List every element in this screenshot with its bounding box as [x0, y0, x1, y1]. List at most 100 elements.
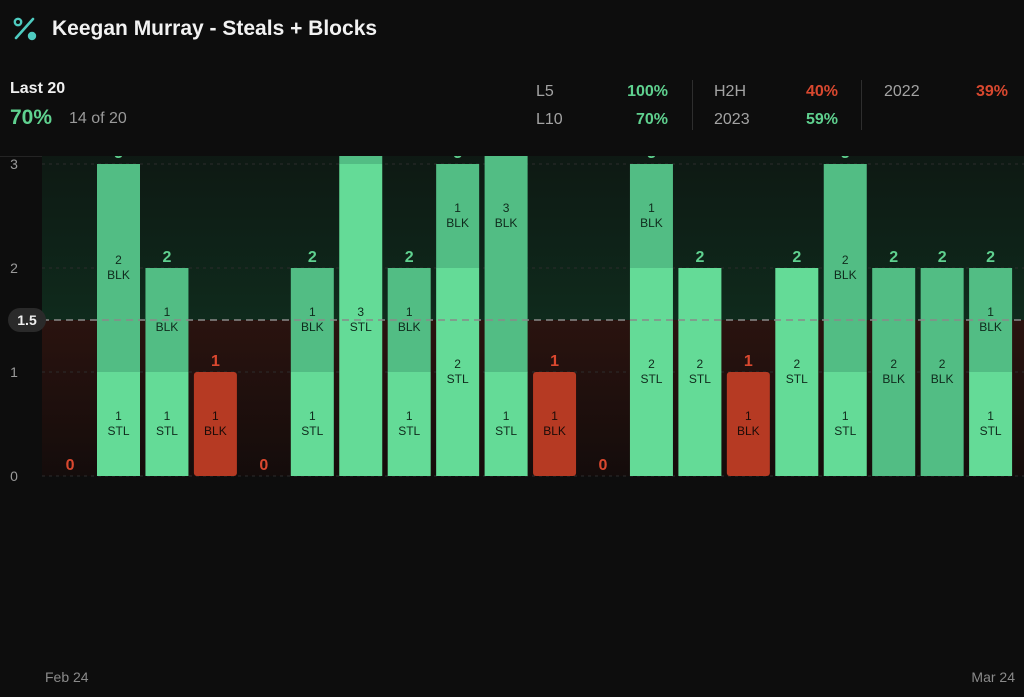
bar-total-label: 3 [841, 156, 850, 162]
segment-unit: STL [398, 424, 420, 438]
segment-value: 2 [115, 253, 122, 267]
bar-segment-blk [436, 164, 480, 268]
segment-unit: BLK [301, 320, 324, 334]
bar-total-label: 1 [211, 353, 220, 370]
segment-unit: STL [834, 424, 856, 438]
y-tick-label: 2 [10, 260, 18, 276]
segment-value: 2 [793, 357, 800, 371]
segment-value: 1 [309, 409, 316, 423]
bar-total-label: 3 [453, 156, 462, 162]
stat-label-l10: L10 [536, 111, 563, 128]
segment-value: 1 [406, 305, 413, 319]
bar-segment-stl [145, 372, 189, 476]
segment-unit: STL [786, 372, 808, 386]
bar-total-label: 2 [938, 249, 947, 266]
percent-icon [13, 17, 37, 41]
segment-unit: BLK [446, 216, 469, 230]
segment-unit: BLK [640, 216, 663, 230]
segment-value: 2 [697, 357, 704, 371]
segment-unit: BLK [931, 372, 954, 386]
segment-unit: BLK [107, 268, 130, 282]
bar-total-label: 2 [695, 249, 704, 266]
bar-segment-blk [484, 156, 528, 372]
threshold-label: 1.5 [17, 312, 37, 328]
divider [692, 80, 693, 130]
bar-segment-stl [484, 372, 528, 476]
y-tick-label: 1 [10, 364, 18, 380]
segment-value: 1 [454, 201, 461, 215]
bar-total-label: 2 [405, 249, 414, 266]
bar-segment-stl [969, 372, 1013, 476]
bar-segment-blk [629, 164, 673, 268]
bar-segment-miss [726, 372, 770, 476]
segment-value: 1 [551, 409, 558, 423]
bar-total-label: 2 [986, 249, 995, 266]
page-title: Keegan Murray - Steals + Blocks [52, 17, 378, 40]
segment-unit: STL [107, 424, 129, 438]
last-n-label: Last 20 [10, 80, 66, 97]
bar-total-label: 2 [308, 249, 317, 266]
bar-segment-miss [533, 372, 577, 476]
segment-value: 1 [212, 409, 219, 423]
segment-unit: BLK [979, 320, 1002, 334]
segment-value: 2 [842, 253, 849, 267]
segment-unit: BLK [882, 372, 905, 386]
segment-unit: BLK [543, 424, 566, 438]
segment-unit: STL [447, 372, 469, 386]
bar-total-label: 1 [744, 353, 753, 370]
bar-segment-stl [678, 268, 722, 476]
segment-value: 1 [164, 409, 171, 423]
segment-value: 1 [648, 201, 655, 215]
stat-value-2022: 39% [975, 83, 1008, 100]
bar-segment-stl [290, 372, 334, 476]
x-start-label: Feb 24 [45, 669, 89, 685]
stat-value-l10: 70% [635, 111, 668, 128]
bar-total-label: 2 [889, 249, 898, 266]
segment-unit: BLK [398, 320, 421, 334]
summary-panel: Last 20 70% 14 of 20 L5 100% L10 70% H2H… [0, 60, 1024, 157]
segment-value: 1 [115, 409, 122, 423]
bar-segment-stl [775, 268, 819, 476]
bar-total-label: 1 [550, 353, 559, 370]
header: Keegan Murray - Steals + Blocks [0, 0, 1024, 60]
bar-segment-blk [823, 164, 867, 372]
bar-segment-miss [193, 372, 237, 476]
segment-unit: STL [980, 424, 1002, 438]
segment-unit: STL [156, 424, 178, 438]
segment-value: 1 [503, 409, 510, 423]
bar-segment-stl [436, 268, 480, 476]
segment-value: 1 [406, 409, 413, 423]
segment-unit: STL [689, 372, 711, 386]
segment-unit: STL [495, 424, 517, 438]
bar-segment-stl [387, 372, 431, 476]
y-tick-label: 3 [10, 156, 18, 172]
segment-value: 2 [454, 357, 461, 371]
stat-label-2023: 2023 [714, 111, 750, 128]
segment-value: 3 [503, 201, 510, 215]
stat-label-h2h: H2H [714, 83, 747, 100]
x-end-label: Mar 24 [971, 669, 1015, 685]
bar-total-label: 3 [647, 156, 656, 162]
last-n-percent: 70% [10, 106, 53, 129]
bar-segment-blk [872, 268, 916, 476]
bar-segment-blk [920, 268, 964, 476]
segment-unit: BLK [204, 424, 227, 438]
stat-label-2022: 2022 [884, 83, 920, 100]
threshold-badge [8, 308, 46, 332]
segment-value: 1 [745, 409, 752, 423]
bar-segment-stl [629, 268, 673, 476]
bar-total-label: 2 [162, 249, 171, 266]
segment-value: 1 [987, 409, 994, 423]
segment-unit: BLK [834, 268, 857, 282]
segment-unit: STL [301, 424, 323, 438]
segment-value: 1 [164, 305, 171, 319]
segment-value: 1 [842, 409, 849, 423]
stat-value-l5: 100% [627, 83, 668, 100]
bar-total-label: 0 [599, 457, 608, 474]
bar-total-label: 0 [66, 457, 75, 474]
bar-total-label: 0 [259, 457, 268, 474]
segment-value: 2 [648, 357, 655, 371]
segment-unit: BLK [495, 216, 518, 230]
segment-unit: BLK [737, 424, 760, 438]
divider [861, 80, 862, 130]
